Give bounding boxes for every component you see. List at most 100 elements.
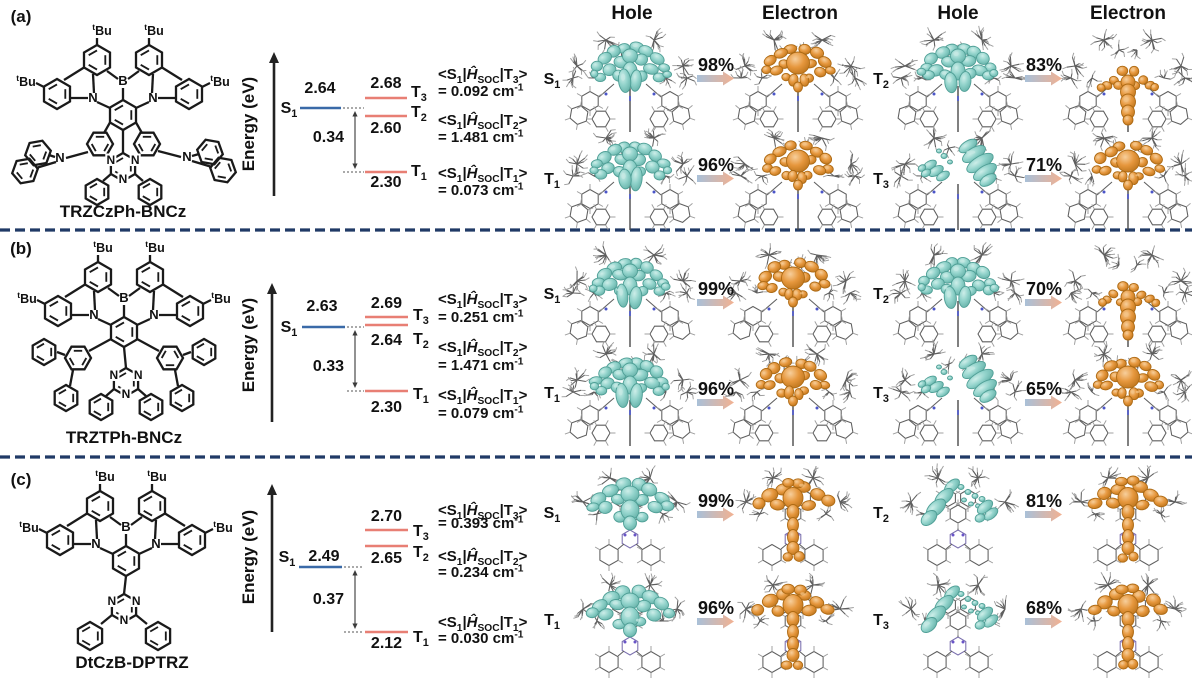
svg-text:N: N: [148, 90, 157, 105]
svg-text:T2: T2: [413, 544, 429, 564]
svg-text:2.49: 2.49: [308, 548, 339, 565]
svg-text:N: N: [107, 594, 116, 608]
svg-text:DtCzB-DPTRZ: DtCzB-DPTRZ: [75, 653, 188, 672]
svg-text:T1: T1: [413, 386, 429, 406]
svg-text:B: B: [121, 519, 130, 534]
svg-text:T2: T2: [873, 286, 889, 306]
svg-text:N: N: [122, 387, 131, 401]
svg-text:T2: T2: [411, 104, 427, 124]
svg-text:tBu: tBu: [19, 519, 39, 535]
svg-text:T3: T3: [873, 171, 889, 191]
svg-text:<S1|ĤSOC|T2>: <S1|ĤSOC|T2>: [438, 547, 528, 568]
svg-text:= 0.393 cm-1: = 0.393 cm-1: [438, 514, 524, 532]
svg-text:S1: S1: [281, 100, 298, 120]
svg-text:N: N: [131, 153, 140, 167]
svg-text:0.34: 0.34: [313, 129, 344, 146]
svg-text:T3: T3: [413, 307, 429, 327]
svg-text:tBu: tBu: [144, 22, 164, 38]
svg-text:N: N: [88, 90, 97, 105]
svg-text:N: N: [134, 368, 143, 382]
svg-text:S1: S1: [279, 549, 296, 569]
svg-text:N: N: [119, 172, 128, 186]
svg-text:98%: 98%: [698, 55, 734, 75]
svg-text:96%: 96%: [698, 598, 734, 618]
svg-text:= 0.073 cm-1: = 0.073 cm-1: [438, 181, 524, 199]
svg-text:tBu: tBu: [145, 239, 165, 255]
svg-text:83%: 83%: [1026, 55, 1062, 75]
svg-text:99%: 99%: [698, 491, 734, 511]
svg-text:= 0.092 cm-1: = 0.092 cm-1: [438, 82, 524, 100]
svg-text:S1: S1: [544, 505, 561, 525]
svg-text:<S1|ĤSOC|T1>: <S1|ĤSOC|T1>: [438, 386, 528, 407]
svg-text:= 1.471 cm-1: = 1.471 cm-1: [438, 356, 524, 374]
svg-text:N: N: [132, 594, 141, 608]
svg-text:2.64: 2.64: [304, 80, 335, 97]
svg-text:T1: T1: [544, 612, 560, 632]
svg-text:tBu: tBu: [92, 22, 112, 38]
svg-text:0.37: 0.37: [313, 591, 344, 608]
svg-text:T3: T3: [873, 612, 889, 632]
svg-text:S1: S1: [544, 286, 561, 306]
svg-text:N: N: [151, 536, 160, 551]
svg-text:71%: 71%: [1026, 155, 1062, 175]
svg-text:= 0.079 cm-1: = 0.079 cm-1: [438, 404, 524, 422]
svg-text:tBu: tBu: [17, 290, 37, 306]
svg-text:Energy (eV): Energy (eV): [239, 510, 258, 604]
svg-text:Energy (eV): Energy (eV): [239, 77, 258, 171]
svg-text:tBu: tBu: [95, 468, 115, 484]
svg-text:N: N: [89, 307, 98, 322]
svg-text:tBu: tBu: [211, 290, 231, 306]
svg-text:96%: 96%: [698, 155, 734, 175]
svg-text:2.69: 2.69: [371, 295, 402, 312]
svg-text:<S1|ĤSOC|T3>: <S1|ĤSOC|T3>: [438, 290, 528, 311]
svg-text:2.12: 2.12: [371, 635, 402, 652]
svg-text:N: N: [91, 536, 100, 551]
svg-text:N: N: [109, 368, 118, 382]
svg-text:N: N: [182, 149, 191, 164]
svg-text:Electron: Electron: [1090, 3, 1166, 24]
svg-text:TRZCzPh-BNCz: TRZCzPh-BNCz: [60, 202, 187, 221]
svg-text:= 1.481 cm-1: = 1.481 cm-1: [438, 128, 524, 146]
svg-text:Hole: Hole: [937, 3, 978, 24]
svg-text:T3: T3: [873, 385, 889, 405]
svg-text:<S1|ĤSOC|T2>: <S1|ĤSOC|T2>: [438, 338, 528, 359]
svg-text:N: N: [120, 613, 129, 627]
svg-text:T1: T1: [544, 385, 560, 405]
svg-text:tBu: tBu: [147, 468, 167, 484]
svg-text:2.30: 2.30: [371, 399, 402, 416]
svg-text:tBu: tBu: [93, 239, 113, 255]
svg-text:2.70: 2.70: [371, 508, 402, 525]
svg-text:TRZTPh-BNCz: TRZTPh-BNCz: [66, 428, 182, 447]
svg-text:2.30: 2.30: [370, 174, 401, 191]
svg-text:65%: 65%: [1026, 379, 1062, 399]
svg-text:T1: T1: [544, 171, 560, 191]
svg-text:T2: T2: [873, 505, 889, 525]
svg-text:96%: 96%: [698, 379, 734, 399]
svg-text:= 0.251 cm-1: = 0.251 cm-1: [438, 308, 524, 326]
svg-text:T3: T3: [413, 523, 429, 543]
svg-text:2.64: 2.64: [371, 332, 402, 349]
svg-text:Hole: Hole: [611, 3, 652, 24]
svg-text:<S1|ĤSOC|T1>: <S1|ĤSOC|T1>: [438, 164, 528, 185]
svg-text:2.65: 2.65: [371, 550, 402, 567]
svg-text:= 0.234 cm-1: = 0.234 cm-1: [438, 563, 524, 581]
svg-text:S1: S1: [281, 319, 298, 339]
svg-text:<S1|ĤSOC|T1>: <S1|ĤSOC|T1>: [438, 613, 528, 634]
svg-text:81%: 81%: [1026, 491, 1062, 511]
svg-text:T2: T2: [413, 331, 429, 351]
svg-text:Electron: Electron: [762, 3, 838, 24]
svg-text:(c): (c): [11, 470, 32, 489]
svg-text:N: N: [106, 153, 115, 167]
svg-text:B: B: [119, 290, 128, 305]
svg-text:(a): (a): [11, 7, 32, 26]
svg-text:<S1|ĤSOC|T3>: <S1|ĤSOC|T3>: [438, 65, 528, 86]
svg-text:<S1|ĤSOC|T2>: <S1|ĤSOC|T2>: [438, 111, 528, 132]
svg-text:T1: T1: [411, 163, 427, 183]
svg-text:2.63: 2.63: [306, 298, 337, 315]
svg-text:T1: T1: [413, 629, 429, 649]
svg-text:99%: 99%: [698, 279, 734, 299]
svg-text:2.60: 2.60: [370, 120, 401, 137]
svg-text:S1: S1: [544, 71, 561, 91]
svg-text:T2: T2: [873, 71, 889, 91]
svg-text:N: N: [149, 307, 158, 322]
